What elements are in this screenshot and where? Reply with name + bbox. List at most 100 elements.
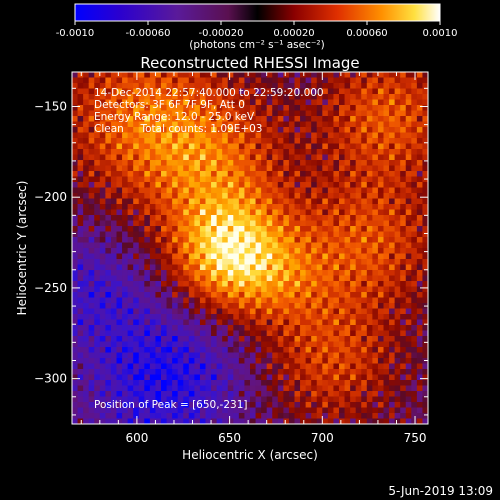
heatmap-cell [389,402,396,408]
heatmap-cell [105,143,112,150]
heatmap-cell [72,154,78,161]
heatmap-cell [166,396,173,403]
heatmap-cell [244,99,251,106]
heatmap-cell [88,193,95,199]
heatmap-cell [72,270,78,276]
heatmap-cell [222,418,229,424]
heatmap-cell [161,248,167,254]
heatmap-cell [288,358,295,364]
heatmap-cell [361,418,368,424]
heatmap-cell [383,121,390,128]
heatmap-cell [377,132,384,139]
heatmap-cell [411,220,418,227]
heatmap-cell [405,314,412,320]
heatmap-cell [144,204,151,210]
heatmap-cell [211,314,218,320]
heatmap-cell [366,231,373,238]
heatmap-cell [322,303,329,309]
heatmap-cell [283,297,290,304]
heatmap-cell [72,77,78,84]
heatmap-cell [177,94,184,100]
heatmap-cell [405,198,412,205]
heatmap-cell [366,138,373,144]
heatmap-cell [177,149,184,155]
heatmap-cell [211,116,218,122]
heatmap-cell [411,374,418,381]
heatmap-cell [161,204,167,210]
heatmap-cell [411,292,418,298]
heatmap-cell [183,363,190,370]
heatmap-cell [199,127,206,133]
heatmap-cell [77,308,84,315]
heatmap-cell [177,121,184,128]
heatmap-cell [105,110,112,117]
heatmap-cell [172,176,179,183]
heatmap-cell [266,154,273,161]
heatmap-cell [133,418,140,424]
heatmap-cell [389,127,396,133]
heatmap-cell [288,127,295,133]
heatmap-cell [77,336,84,342]
heatmap-cell [272,138,279,144]
heatmap-cell [366,259,373,265]
heatmap-cell [344,231,351,238]
heatmap-cell [422,105,428,111]
heatmap-cell [99,83,106,89]
heatmap-cell [372,88,379,95]
heatmap-cell [405,116,412,122]
heatmap-cell [327,220,334,227]
heatmap-cell [422,187,428,194]
heatmap-cell [339,193,345,199]
heatmap-cell [205,110,212,117]
heatmap-cell [355,160,362,166]
heatmap-cell [327,347,334,353]
heatmap-cell [288,105,295,111]
heatmap-cell [288,391,295,397]
heatmap-cell [344,270,351,276]
heatmap-cell [155,160,162,166]
heatmap-cell [161,314,167,320]
heatmap-cell [77,176,84,183]
heatmap-cell [88,165,95,172]
heatmap-cell [250,187,256,194]
heatmap-cell [389,160,396,166]
heatmap-cell [344,374,351,381]
heatmap-cell [233,297,240,304]
heatmap-cell [211,374,218,381]
heatmap-cell [77,187,84,194]
heatmap-cell [400,149,407,155]
heatmap-cell [344,314,351,320]
heatmap-cell [227,215,234,221]
heatmap-cell [149,149,156,155]
heatmap-cell [188,380,195,386]
heatmap-cell [261,242,268,249]
heatmap-cell [166,275,173,282]
heatmap-cell [105,319,112,326]
heatmap-cell [238,83,245,89]
heatmap-cell [316,77,323,84]
heatmap-cell [161,303,167,309]
heatmap-cell [110,297,117,304]
heatmap-cell [149,369,156,375]
heatmap-cell [272,314,279,320]
heatmap-cell [250,402,256,408]
heatmap-cell [83,314,90,320]
heatmap-cell [199,138,206,144]
heatmap-cell [155,264,162,271]
heatmap-cell [311,77,318,84]
heatmap-cell [72,352,78,359]
heatmap-cell [238,237,245,243]
heatmap-cell [288,270,295,276]
heatmap-cell [105,413,112,419]
heatmap-cell [244,248,251,254]
heatmap-cell [149,83,156,89]
heatmap-cell [261,264,268,271]
heatmap-cell [294,209,301,216]
heatmap-cell [238,303,245,309]
heatmap-cell [138,363,145,370]
heatmap-cell [250,330,256,337]
heatmap-cell [327,242,334,249]
heatmap-cell [383,253,390,260]
heatmap-cell [394,347,401,353]
heatmap-cell [77,160,84,166]
